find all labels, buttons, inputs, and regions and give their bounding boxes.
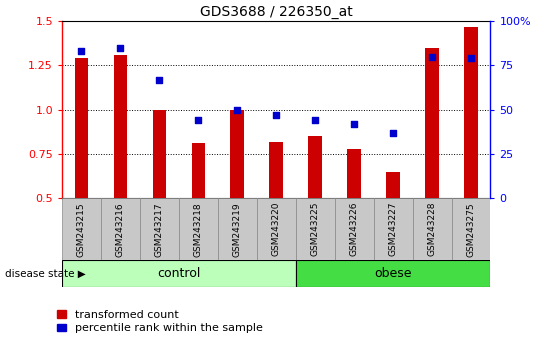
Bar [179,198,218,260]
Bar [347,149,361,198]
Point [77,48,86,54]
Bar [153,110,166,198]
Bar [386,172,400,198]
Bar [74,58,88,198]
Bar [452,198,490,260]
Point [116,45,125,51]
Bar [218,198,257,260]
Text: GSM243226: GSM243226 [350,202,358,256]
Text: control: control [157,267,201,280]
Point [467,56,475,61]
Bar [62,198,101,260]
Legend: transformed count, percentile rank within the sample: transformed count, percentile rank withi… [57,310,262,333]
Bar [308,136,322,198]
Bar [270,142,283,198]
Text: GSM243219: GSM243219 [233,202,242,257]
Point [389,130,397,136]
Bar [140,198,179,260]
Bar [464,27,478,198]
Bar [62,260,296,287]
Point [428,54,437,59]
Bar [296,198,335,260]
Text: GSM243225: GSM243225 [310,202,320,256]
Point [350,121,358,127]
Text: GSM243215: GSM243215 [77,202,86,257]
Bar [374,198,412,260]
Bar [296,260,490,287]
Text: obese: obese [375,267,412,280]
Bar [231,110,244,198]
Text: GSM243220: GSM243220 [272,202,281,256]
Text: GSM243217: GSM243217 [155,202,164,257]
Bar [257,198,296,260]
Point [311,118,320,123]
Bar [425,48,439,198]
Text: disease state ▶: disease state ▶ [5,268,86,279]
Text: GSM243275: GSM243275 [467,202,475,257]
Text: GSM243227: GSM243227 [389,202,398,256]
Bar [191,143,205,198]
Bar [335,198,374,260]
Bar [114,55,127,198]
Point [155,77,164,82]
Point [233,107,241,113]
Text: GSM243216: GSM243216 [116,202,125,257]
Bar [412,198,452,260]
Text: GSM243228: GSM243228 [427,202,437,256]
Text: GSM243218: GSM243218 [194,202,203,257]
Point [272,112,280,118]
Title: GDS3688 / 226350_at: GDS3688 / 226350_at [200,5,353,19]
Bar [101,198,140,260]
Point [194,118,203,123]
